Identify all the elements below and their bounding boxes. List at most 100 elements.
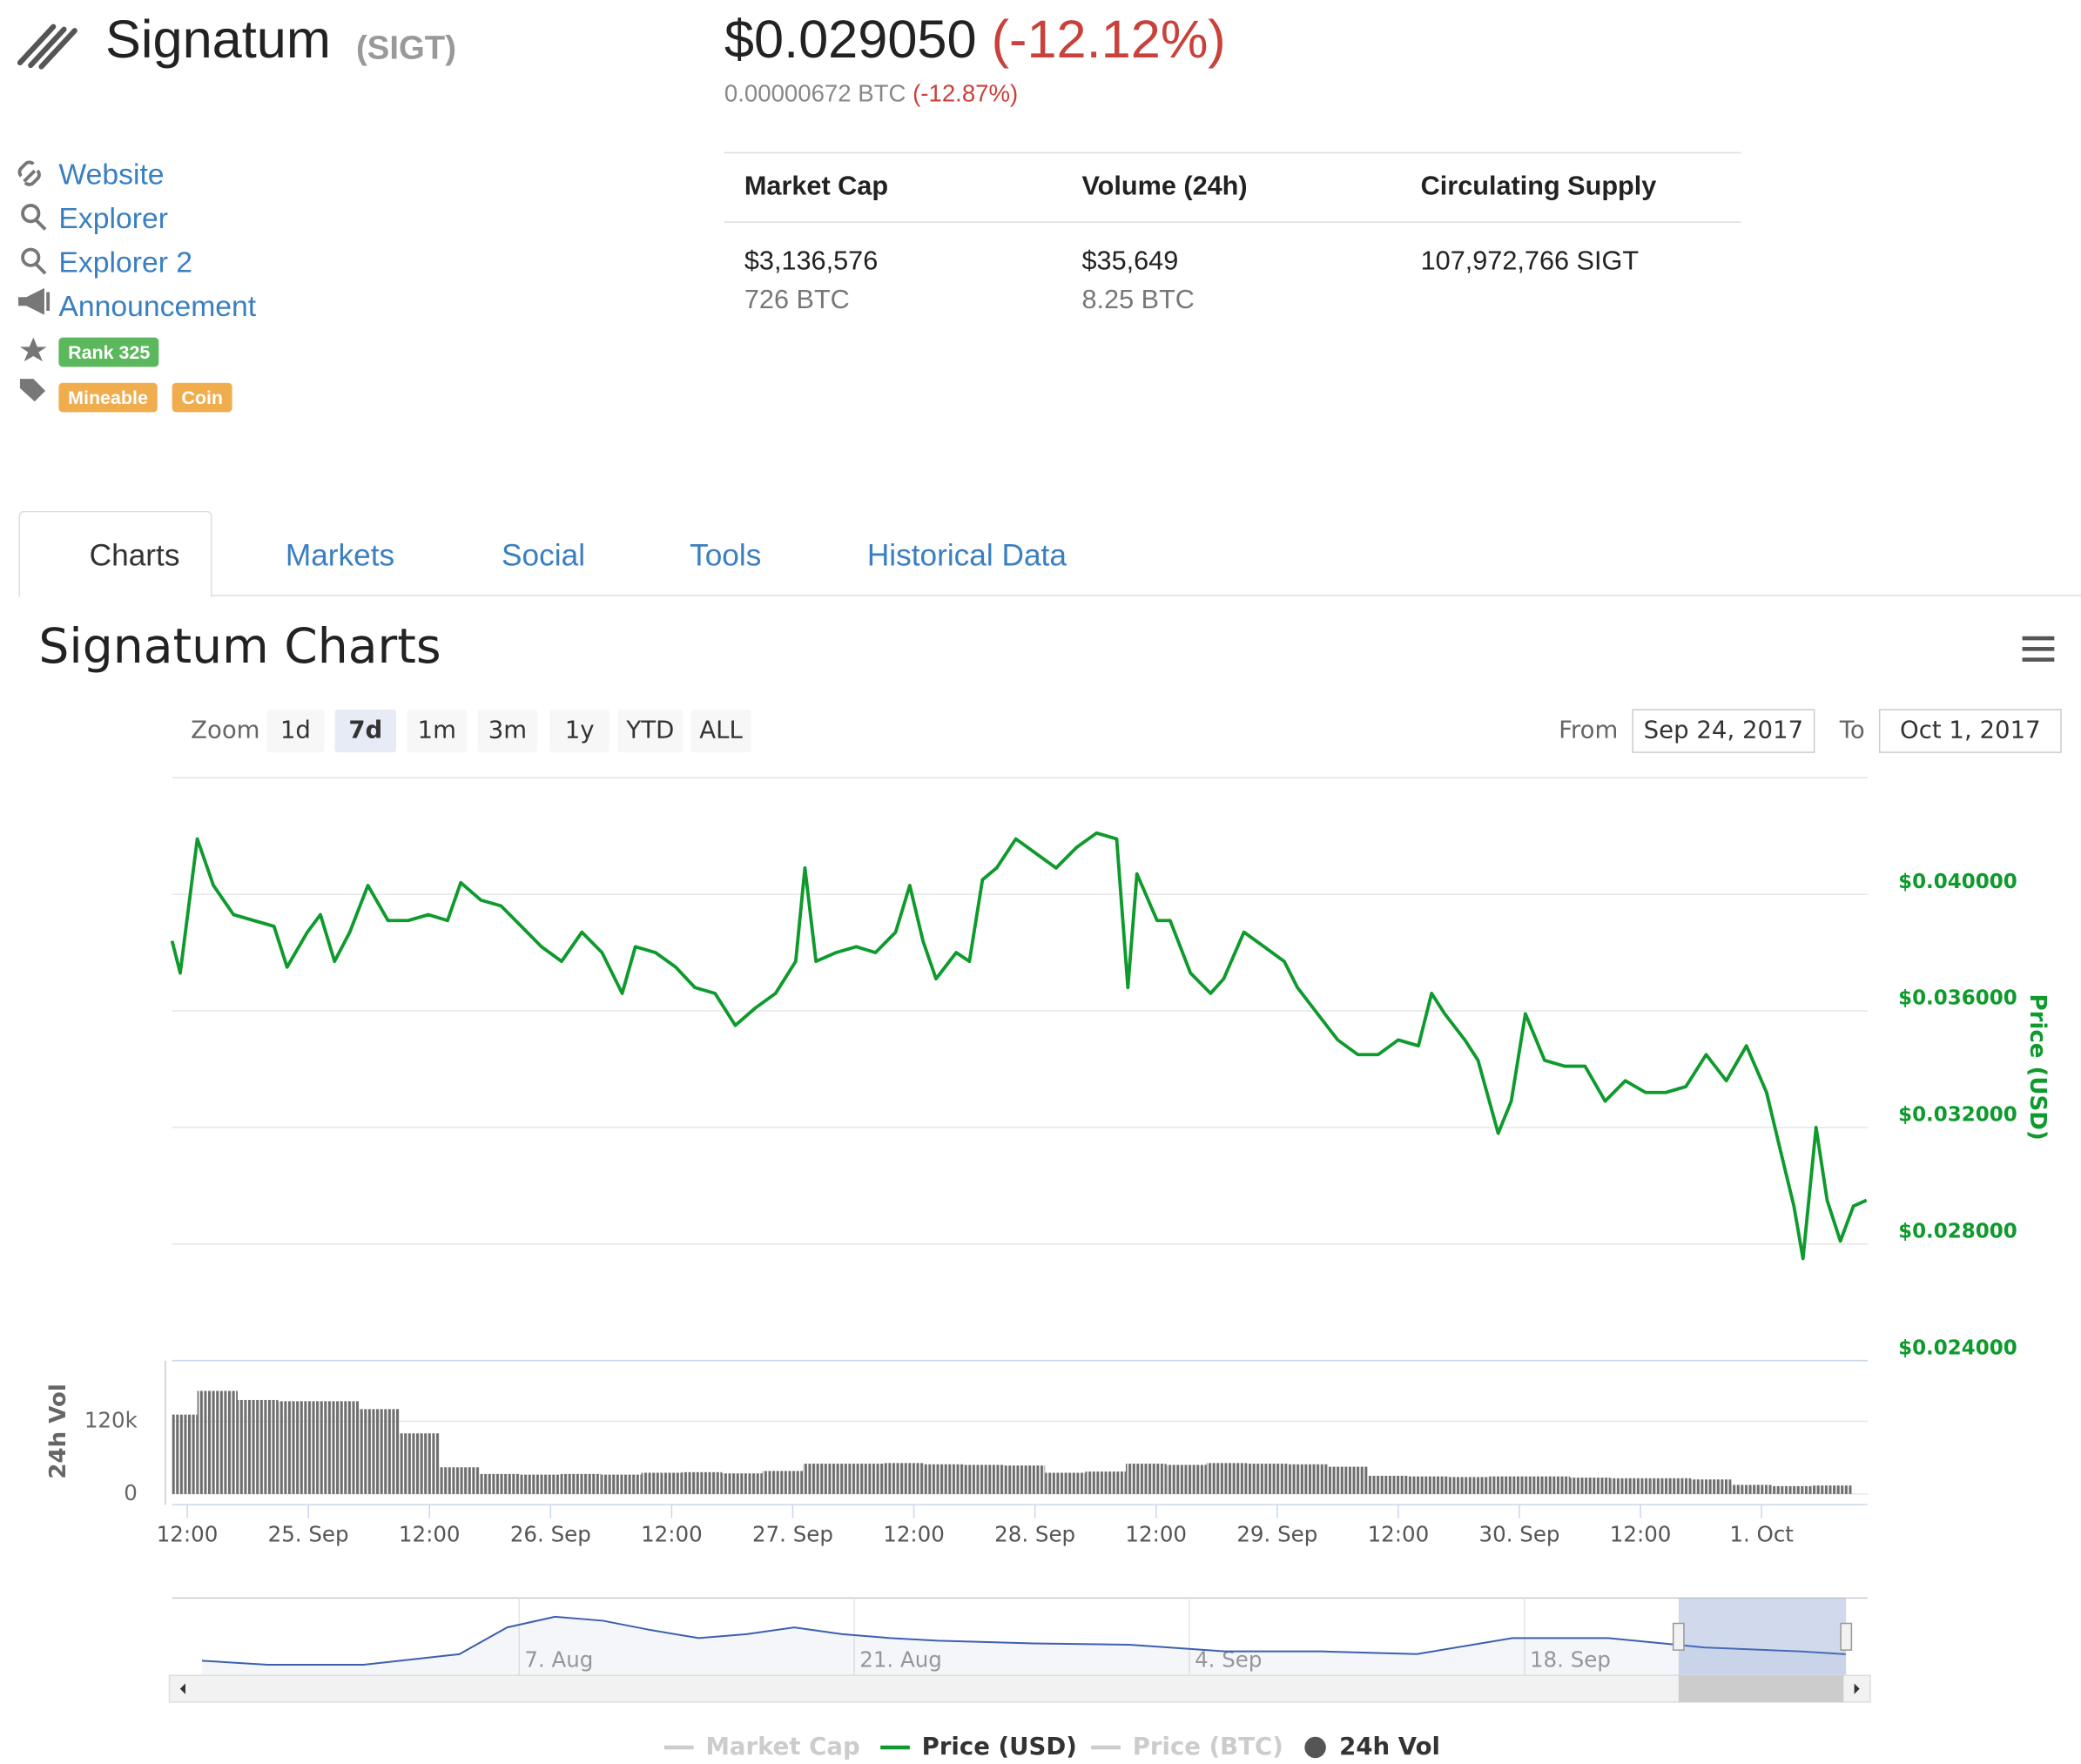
- x-tick-label: 26. Sep: [510, 1521, 591, 1546]
- scroll-left[interactable]: [179, 1683, 185, 1694]
- stat-value: 726 BTC: [744, 285, 850, 315]
- y-axis-title: Price (USD): [2024, 993, 2051, 1140]
- legend-item[interactable]: Price (USD): [922, 1732, 1077, 1761]
- volume-bar: [318, 1401, 360, 1494]
- volume-bar: [681, 1471, 723, 1494]
- x-tick-label: 28. Sep: [994, 1521, 1075, 1546]
- x-tick-label: 12:00: [1368, 1521, 1430, 1546]
- volume-bar: [1287, 1464, 1328, 1494]
- zoom-button-label[interactable]: ALL: [699, 716, 743, 744]
- tab[interactable]: Charts: [89, 537, 180, 573]
- volume-bar: [1004, 1465, 1046, 1494]
- volume-bar: [1368, 1476, 1409, 1494]
- scrollbar-track: [168, 1674, 1871, 1703]
- x-tick-label: 29. Sep: [1236, 1521, 1317, 1546]
- zoom-button[interactable]: [266, 710, 325, 753]
- volume-bar: [1610, 1478, 1651, 1494]
- to-input[interactable]: [1878, 709, 2062, 753]
- zoom-button[interactable]: [334, 710, 397, 753]
- volume-bar: [1166, 1464, 1207, 1494]
- menu-button[interactable]: [2022, 636, 2055, 662]
- zoom-button-label[interactable]: 1y: [565, 716, 595, 744]
- volume-bar: [1731, 1485, 1772, 1494]
- scroll-right[interactable]: [1854, 1683, 1860, 1694]
- legend-item[interactable]: Price (BTC): [1133, 1732, 1283, 1761]
- volume-bar: [1771, 1485, 1813, 1494]
- price-change: (-12.12%): [991, 10, 1226, 70]
- stat-value: $35,649: [1081, 246, 1179, 277]
- zoom-button[interactable]: [690, 710, 751, 753]
- volume-bar: [1085, 1471, 1126, 1494]
- navigator-area: [201, 1616, 1846, 1676]
- link[interactable]: Explorer: [58, 201, 168, 235]
- zoom-button[interactable]: [617, 710, 684, 753]
- navigator-handle[interactable]: [1672, 1622, 1685, 1651]
- tab[interactable]: Historical Data: [866, 537, 1067, 573]
- scrollbar-thumb[interactable]: [1678, 1675, 1844, 1702]
- volume-bar: [1045, 1472, 1086, 1494]
- volume-bar: [1812, 1485, 1853, 1494]
- zoom-button-label[interactable]: 1m: [418, 716, 456, 744]
- price-value: $0.029050: [724, 10, 977, 70]
- volume-bar: [964, 1464, 1005, 1494]
- volume-bar: [1489, 1476, 1530, 1494]
- navigator-selection: [1678, 1598, 1847, 1676]
- x-tick-label: 12:00: [641, 1521, 703, 1546]
- volume-bar: [1650, 1478, 1692, 1494]
- navigator-label: 7. Aug: [524, 1646, 593, 1672]
- link[interactable]: Website: [58, 157, 165, 192]
- tag-badge: Coin: [172, 382, 232, 413]
- legend-item[interactable]: 24h Vol: [1339, 1732, 1440, 1761]
- rank-badge: Rank 325: [58, 337, 160, 367]
- link[interactable]: Explorer 2: [58, 245, 193, 279]
- tab[interactable]: Markets: [285, 537, 395, 573]
- zoom-button-label[interactable]: 1d: [280, 716, 311, 744]
- navigator-label: 21. Aug: [859, 1646, 942, 1672]
- tab[interactable]: Tools: [690, 537, 762, 573]
- legend-marker[interactable]: [1304, 1736, 1326, 1759]
- from-input[interactable]: [1632, 709, 1815, 753]
- zoom-button[interactable]: [477, 710, 538, 753]
- volume-bar: [843, 1464, 884, 1494]
- from-date[interactable]: Sep 24, 2017: [1644, 716, 1803, 744]
- tag-badge: Mineable: [58, 382, 158, 413]
- zoom-button[interactable]: [407, 710, 468, 753]
- volume-bar: [237, 1399, 279, 1494]
- volume-bar: [278, 1401, 319, 1494]
- zoom-button-label[interactable]: 3m: [488, 716, 527, 744]
- x-tick-label: 1. Oct: [1729, 1521, 1794, 1546]
- link[interactable]: Announcement: [58, 289, 257, 323]
- volume-bar: [439, 1467, 481, 1494]
- to-date[interactable]: Oct 1, 2017: [1900, 716, 2041, 744]
- stats-header-border: [724, 221, 1741, 223]
- tab-line: [18, 595, 2081, 596]
- volume-bar: [1327, 1466, 1369, 1494]
- y-tick-label: $0.028000: [1898, 1221, 2017, 1243]
- y-tick-label: $0.032000: [1898, 1104, 2017, 1127]
- zoom-label: Zoom: [191, 716, 259, 744]
- logo: [17, 24, 77, 70]
- active-tab: [18, 510, 212, 598]
- volume-bar: [803, 1464, 844, 1494]
- volume-bar: [924, 1464, 965, 1494]
- zoom-button-label[interactable]: 7d: [348, 716, 382, 744]
- volume-bar: [1569, 1478, 1611, 1494]
- volume-bar: [197, 1390, 238, 1494]
- stat-value: $3,136,576: [744, 246, 879, 277]
- coin-symbol: (SIGT): [356, 29, 456, 67]
- stat-header: Circulating Supply: [1420, 172, 1657, 202]
- chart-title: Signatum Charts: [38, 619, 441, 675]
- vol-axis-title: 24h Vol: [45, 1384, 71, 1478]
- x-tick-label: 12:00: [1125, 1521, 1187, 1546]
- stat-header: Market Cap: [744, 172, 889, 202]
- volume-bar: [480, 1473, 521, 1494]
- tab[interactable]: Social: [502, 537, 586, 573]
- zoom-button[interactable]: [549, 710, 610, 753]
- volume-bar: [1206, 1463, 1248, 1494]
- zoom-button-label[interactable]: YTD: [625, 716, 674, 744]
- x-tick-label: 12:00: [883, 1521, 945, 1546]
- volume-bar: [883, 1463, 925, 1494]
- x-tick-label: 12:00: [157, 1521, 219, 1546]
- navigator-handle[interactable]: [1840, 1622, 1853, 1651]
- legend-item[interactable]: Market Cap: [705, 1732, 859, 1761]
